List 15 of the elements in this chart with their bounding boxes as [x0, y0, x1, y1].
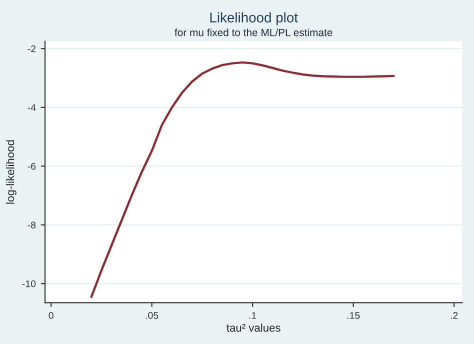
- chart-title: Likelihood plot: [210, 12, 298, 26]
- line-series: [90, 61, 395, 298]
- y-tick-label: -6: [28, 162, 36, 170]
- y-tick-label: -2: [28, 45, 36, 52]
- x-tick-label: .15: [347, 312, 360, 319]
- chart-subtitle: for mu fixed to the ML/PL estimate: [174, 28, 332, 36]
- x-tick-label: .2: [450, 312, 458, 319]
- y-axis-title: log-likelihood: [6, 140, 16, 204]
- y-tick-label: -4: [28, 104, 36, 111]
- y-tick-label: -8: [28, 222, 36, 228]
- x-tick-label: 0: [48, 312, 54, 319]
- x-axis-title: tau² values: [226, 324, 280, 332]
- x-tick-label: .05: [146, 312, 158, 319]
- y-tick-label: -10: [22, 280, 36, 288]
- x-tick-label: .1: [249, 312, 256, 319]
